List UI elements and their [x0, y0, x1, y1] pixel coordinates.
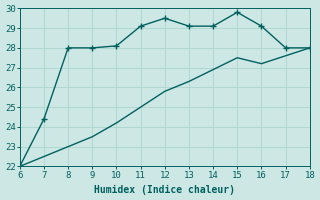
X-axis label: Humidex (Indice chaleur): Humidex (Indice chaleur)	[94, 185, 235, 195]
